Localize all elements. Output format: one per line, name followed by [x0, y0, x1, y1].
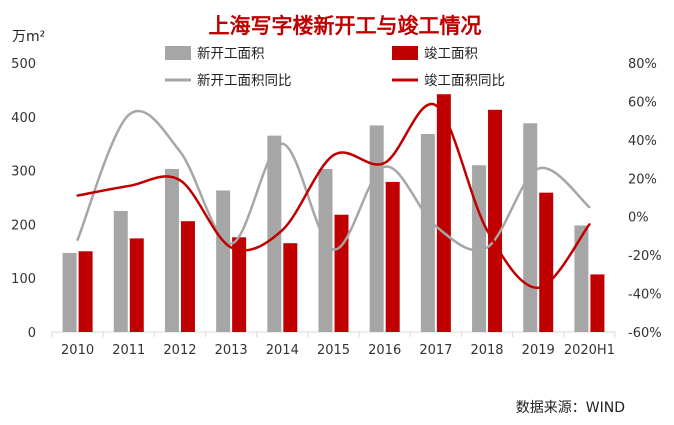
- y-left-tick-label: 200: [11, 218, 36, 233]
- bar-completions: [385, 181, 400, 332]
- y-right-tick-label: 20%: [628, 172, 657, 187]
- x-tick-label: 2018: [470, 343, 503, 358]
- y-right-tick-label: 0%: [628, 211, 649, 226]
- bar-new-starts: [62, 252, 77, 332]
- line-new-starts-yoy: [76, 109, 591, 252]
- bar-new-starts: [164, 168, 179, 332]
- bar-completions: [283, 243, 298, 332]
- y-right-tick-label: -60%: [628, 326, 662, 341]
- y-left-tick-label: 500: [11, 57, 36, 72]
- x-tick-label: 2015: [317, 343, 350, 358]
- bar-new-starts: [472, 165, 487, 332]
- y-left-tick-label: 100: [11, 272, 36, 287]
- bar-new-starts: [420, 134, 435, 332]
- plot-area: 0 100 200 300 400 500 -60% -40% -20% 0% 20% 40% 60% 8…: [11, 57, 661, 358]
- bar-new-starts: [523, 123, 538, 332]
- bar-completions: [129, 238, 144, 332]
- bar-completions: [232, 237, 247, 332]
- bar-completions: [78, 251, 93, 332]
- legend-swatch-new-starts: [165, 46, 191, 60]
- y-left-unit: 万m²: [12, 29, 45, 45]
- bar-new-starts: [216, 190, 231, 332]
- bar-new-starts: [113, 210, 128, 332]
- bar-new-starts: [574, 225, 589, 332]
- bar-completions: [334, 214, 349, 332]
- legend-label-completions-yoy: 竣工面积同比: [424, 73, 505, 89]
- y-right-tick-label: -40%: [628, 288, 662, 303]
- x-tick-label: 2010: [61, 343, 94, 358]
- bar-completions: [436, 94, 451, 332]
- y-left-tick-label: 300: [11, 165, 36, 180]
- chart-title: 上海写字楼新开工与竣工情况: [209, 14, 482, 38]
- x-tick-label: 2016: [368, 343, 401, 358]
- bar-new-starts: [267, 135, 282, 332]
- bar-completions: [180, 221, 195, 332]
- y-left-tick-label: 400: [11, 111, 36, 126]
- bar-new-starts: [318, 168, 333, 332]
- x-tick-label: 2017: [419, 343, 452, 358]
- x-tick-label: 2012: [163, 343, 196, 358]
- bar-completions: [539, 192, 554, 332]
- x-tick-label: 2020H1: [564, 343, 615, 358]
- bar-completions: [488, 109, 503, 332]
- x-tick-label: 2013: [215, 343, 248, 358]
- legend-label-new-starts: 新开工面积: [197, 46, 265, 62]
- x-tick-label: 2019: [522, 343, 555, 358]
- x-tick-label: 2014: [266, 343, 299, 358]
- y-right-tick-label: 80%: [628, 57, 657, 72]
- y-right-tick-label: 40%: [628, 134, 657, 149]
- legend-swatch-completions: [392, 46, 418, 60]
- legend: 新开工面积 竣工面积 新开工面积同比 竣工面积同比: [165, 46, 505, 89]
- bar-completions: [590, 274, 605, 332]
- line-completions-yoy: [76, 102, 591, 290]
- y-left-tick-label: 0: [28, 326, 36, 341]
- legend-label-new-starts-yoy: 新开工面积同比: [197, 73, 292, 89]
- y-right-tick-label: -20%: [628, 249, 662, 264]
- data-source: 数据来源：WIND: [516, 400, 625, 416]
- legend-label-completions: 竣工面积: [424, 46, 478, 62]
- bar-new-starts: [369, 125, 384, 333]
- y-right-tick-label: 60%: [628, 95, 657, 110]
- x-tick-label: 2011: [112, 343, 145, 358]
